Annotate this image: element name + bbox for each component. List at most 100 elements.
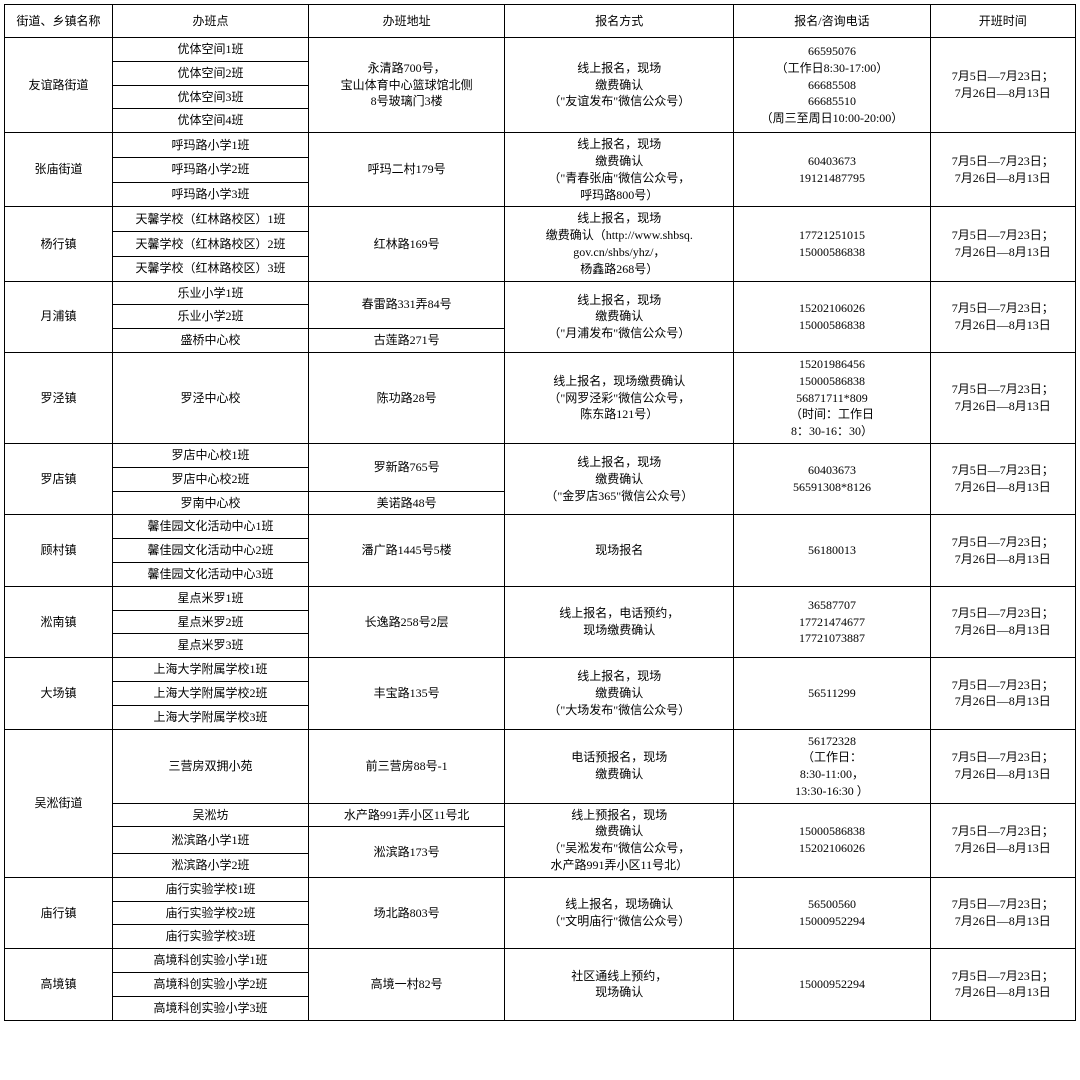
table-row: 吴淞街道三营房双拥小苑前三营房88号-1电话预报名，现场缴费确认56172328… (5, 729, 1076, 803)
table-cell: 罗店中心校1班 (112, 443, 308, 467)
col-address: 办班地址 (309, 5, 505, 38)
table-cell: 红林路169号 (309, 207, 505, 281)
table-cell: 天馨学校（红林路校区）3班 (112, 256, 308, 281)
table-cell: 星点米罗2班 (112, 610, 308, 634)
table-cell: 线上报名，电话预约，现场缴费确认 (505, 586, 734, 657)
table-row: 大场镇上海大学附属学校1班丰宝路135号线上报名，现场缴费确认（"大场发布"微信… (5, 658, 1076, 682)
table-cell: 淞滨路173号 (309, 827, 505, 877)
table-cell: 优体空间4班 (112, 109, 308, 133)
table-cell: 顾村镇 (5, 515, 113, 586)
table-cell: 高境科创实验小学3班 (112, 996, 308, 1020)
table-cell: 呼玛二村179号 (309, 133, 505, 207)
table-cell: 高境科创实验小学1班 (112, 949, 308, 973)
table-cell: 盛桥中心校 (112, 329, 308, 353)
table-cell: 张庙街道 (5, 133, 113, 207)
class-schedule-table: 街道、乡镇名称 办班点 办班地址 报名方式 报名/咨询电话 开班时间 友谊路街道… (4, 4, 1076, 1021)
table-cell: 天馨学校（红林路校区）1班 (112, 207, 308, 232)
table-row: 罗泾镇罗泾中心校陈功路28号线上报名，现场缴费确认（"网罗泾彩"微信公众号，陈东… (5, 352, 1076, 443)
table-cell: 星点米罗3班 (112, 634, 308, 658)
table-cell: 罗新路765号 (309, 443, 505, 491)
table-cell: 线上报名，现场缴费确认（"网罗泾彩"微信公众号，陈东路121号） (505, 352, 734, 443)
table-cell: 7月5日—7月23日；7月26日—8月13日 (930, 658, 1075, 729)
col-phone: 报名/咨询电话 (734, 5, 930, 38)
table-cell: 杨行镇 (5, 207, 113, 281)
table-header-row: 街道、乡镇名称 办班点 办班地址 报名方式 报名/咨询电话 开班时间 (5, 5, 1076, 38)
table-cell: 7月5日—7月23日；7月26日—8月13日 (930, 586, 1075, 657)
table-cell: 三营房双拥小苑 (112, 729, 308, 803)
table-cell: 7月5日—7月23日；7月26日—8月13日 (930, 352, 1075, 443)
table-cell: 馨佳园文化活动中心3班 (112, 562, 308, 586)
table-cell: 友谊路街道 (5, 38, 113, 133)
table-cell: 罗泾中心校 (112, 352, 308, 443)
table-cell: 7月5日—7月23日；7月26日—8月13日 (930, 38, 1075, 133)
table-cell: 乐业小学2班 (112, 305, 308, 329)
table-cell: 场北路803号 (309, 877, 505, 948)
table-row: 淞南镇星点米罗1班长逸路258号2层线上报名，电话预约，现场缴费确认365877… (5, 586, 1076, 610)
table-cell: 美诺路48号 (309, 491, 505, 515)
table-cell: 水产路991弄小区11号北 (309, 803, 505, 827)
table-cell: 大场镇 (5, 658, 113, 729)
table-cell: 庙行实验学校3班 (112, 925, 308, 949)
table-row: 张庙街道呼玛路小学1班呼玛二村179号线上报名，现场缴费确认（"青春张庙"微信公… (5, 133, 1076, 158)
table-cell: 7月5日—7月23日；7月26日—8月13日 (930, 443, 1075, 514)
table-cell: 呼玛路小学3班 (112, 182, 308, 207)
table-cell: 春雷路331弄84号 (309, 281, 505, 329)
table-cell: 乐业小学1班 (112, 281, 308, 305)
table-row: 顾村镇馨佳园文化活动中心1班潘广路1445号5楼现场报名561800137月5日… (5, 515, 1076, 539)
table-row: 高境镇高境科创实验小学1班高境一村82号社区通线上预约，现场确认15000952… (5, 949, 1076, 973)
table-cell: 优体空间2班 (112, 61, 308, 85)
table-cell: 馨佳园文化活动中心2班 (112, 539, 308, 563)
table-cell: 高境一村82号 (309, 949, 505, 1020)
table-cell: 5650056015000952294 (734, 877, 930, 948)
table-row: 吴淞坊水产路991弄小区11号北线上预报名，现场缴费确认（"吴淞发布"微信公众号… (5, 803, 1076, 827)
table-cell: 线上报名，现场缴费确认（"月浦发布"微信公众号） (505, 281, 734, 352)
col-signup: 报名方式 (505, 5, 734, 38)
table-cell: 呼玛路小学2班 (112, 157, 308, 182)
table-row: 罗店镇罗店中心校1班罗新路765号线上报名，现场缴费确认（"金罗店365"微信公… (5, 443, 1076, 467)
table-row: 月浦镇乐业小学1班春雷路331弄84号线上报名，现场缴费确认（"月浦发布"微信公… (5, 281, 1076, 305)
table-cell: 15000952294 (734, 949, 930, 1020)
table-cell: 上海大学附属学校3班 (112, 705, 308, 729)
table-cell: 社区通线上预约，现场确认 (505, 949, 734, 1020)
table-cell: 1500058683815202106026 (734, 803, 930, 877)
table-cell: 365877071772147467717721073887 (734, 586, 930, 657)
table-cell: 56172328（工作日：8:30-11:00，13:30-16:30 ） (734, 729, 930, 803)
table-cell: 上海大学附属学校2班 (112, 681, 308, 705)
table-cell: 庙行镇 (5, 877, 113, 948)
table-cell: 庙行实验学校1班 (112, 877, 308, 901)
table-cell: 66595076（工作日8:30-17:00）6668550866685510（… (734, 38, 930, 133)
table-cell: 电话预报名，现场缴费确认 (505, 729, 734, 803)
table-cell: 1520210602615000586838 (734, 281, 930, 352)
table-cell: 线上报名，现场缴费确认（http://www.shbsq.gov.cn/shbs… (505, 207, 734, 281)
table-cell: 7月5日—7月23日；7月26日—8月13日 (930, 803, 1075, 877)
table-row: 杨行镇天馨学校（红林路校区）1班红林路169号线上报名，现场缴费确认（http:… (5, 207, 1076, 232)
table-cell: 吴淞街道 (5, 729, 113, 877)
table-cell: 6040367356591308*8126 (734, 443, 930, 514)
table-row: 友谊路街道优体空间1班永清路700号，宝山体育中心篮球馆北侧8号玻璃门3楼线上报… (5, 38, 1076, 62)
table-cell: 淞南镇 (5, 586, 113, 657)
table-cell: 优体空间3班 (112, 85, 308, 109)
table-cell: 7月5日—7月23日；7月26日—8月13日 (930, 207, 1075, 281)
table-cell: 古莲路271号 (309, 329, 505, 353)
table-cell: 线上预报名，现场缴费确认（"吴淞发布"微信公众号，水产路991弄小区11号北） (505, 803, 734, 877)
table-cell: 星点米罗1班 (112, 586, 308, 610)
table-cell: 罗店中心校2班 (112, 467, 308, 491)
table-cell: 罗南中心校 (112, 491, 308, 515)
table-cell: 馨佳园文化活动中心1班 (112, 515, 308, 539)
col-time: 开班时间 (930, 5, 1075, 38)
table-cell: 56180013 (734, 515, 930, 586)
table-cell: 天馨学校（红林路校区）2班 (112, 232, 308, 257)
table-cell: 线上报名，现场缴费确认（"大场发布"微信公众号） (505, 658, 734, 729)
table-cell: 丰宝路135号 (309, 658, 505, 729)
table-cell: 优体空间1班 (112, 38, 308, 62)
col-district: 街道、乡镇名称 (5, 5, 113, 38)
table-cell: 长逸路258号2层 (309, 586, 505, 657)
table-cell: 线上报名，现场缴费确认（"金罗店365"微信公众号） (505, 443, 734, 514)
table-cell: 7月5日—7月23日；7月26日—8月13日 (930, 133, 1075, 207)
table-cell: 6040367319121487795 (734, 133, 930, 207)
table-cell: 7月5日—7月23日；7月26日—8月13日 (930, 949, 1075, 1020)
table-cell: 呼玛路小学1班 (112, 133, 308, 158)
table-cell: 7月5日—7月23日；7月26日—8月13日 (930, 877, 1075, 948)
col-class: 办班点 (112, 5, 308, 38)
table-cell: 永清路700号，宝山体育中心篮球馆北侧8号玻璃门3楼 (309, 38, 505, 133)
